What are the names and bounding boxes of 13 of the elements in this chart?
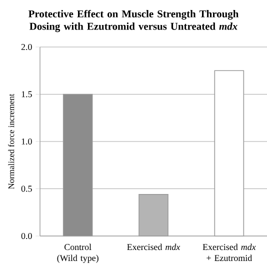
x-tick-label: Exercised mdx: [127, 244, 180, 250]
y-tick-label: 1.5: [22, 91, 32, 98]
y-tick-label: 0.5: [21, 186, 32, 192]
y-tick-label: 1.0: [22, 138, 32, 145]
y-axis-title: Normalized force increment: [8, 94, 14, 189]
bar: [138, 194, 168, 236]
chart-title: Protective Effect on Muscle Strength Through Dosing with Ezutromid versus Untreated mdx: [28, 10, 239, 32]
y-tick-label: 0.0: [21, 232, 32, 240]
bar: [214, 70, 244, 236]
x-tick-label: Exercised mdx + Ezutromid: [202, 244, 256, 262]
x-tick-label: Control (Wild type): [57, 244, 98, 263]
y-tick-label: 2.0: [21, 44, 32, 50]
bar: [62, 94, 93, 236]
